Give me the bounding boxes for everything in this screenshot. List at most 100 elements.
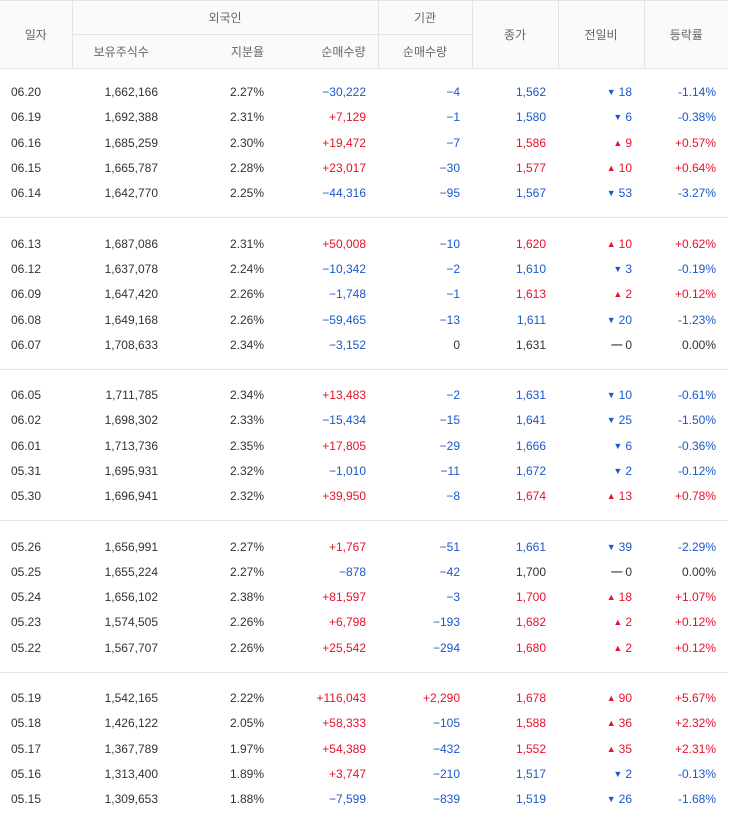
divider-cell xyxy=(0,368,728,371)
cell-change: ▲ 9 xyxy=(558,130,644,155)
table-row: 05.15 1,309,653 1.88% −7,599 −839 1,519 ▼ 26 -1.… xyxy=(0,787,728,812)
change-value: 2 xyxy=(625,464,632,478)
cell-rate: +0.12% xyxy=(674,287,716,302)
cell-holdings: 1,656,102 xyxy=(104,590,158,605)
triangle-down-icon: ▼ xyxy=(613,112,623,123)
cell-holdings: 1,542,165 xyxy=(104,691,158,706)
cell-foreign-net: +25,542 xyxy=(322,640,366,655)
table-row: 06.05 1,711,785 2.34% +13,483 −2 1,631 ▼ 10 -0.6… xyxy=(0,382,728,407)
cell-foreign-net: −7,599 xyxy=(328,792,366,807)
group-divider xyxy=(0,217,728,219)
cell-holdings: 1,574,505 xyxy=(104,615,158,630)
cell-close: 1,672 xyxy=(515,464,546,478)
cell-foreign-net: +23,017 xyxy=(322,161,366,176)
change-value: 9 xyxy=(625,135,632,150)
cell-close: 1,678 xyxy=(515,691,546,706)
cell-date: 06.12 xyxy=(11,261,42,276)
cell-share: 2.26% xyxy=(229,312,264,327)
group-gap xyxy=(0,206,728,218)
cell-inst-net: −839 xyxy=(432,792,460,807)
cell-foreign-net: +81,597 xyxy=(322,590,366,605)
change-value: 26 xyxy=(618,792,632,807)
cell-change: ▼ 6 xyxy=(558,105,644,130)
cell-foreign-net: −10,342 xyxy=(322,261,366,276)
cell-holdings: 1,696,941 xyxy=(104,489,158,504)
cell-holdings: 1,698,302 xyxy=(104,413,158,428)
cell-inst-net: −3 xyxy=(446,590,460,605)
cell-share: 2.27% xyxy=(229,539,264,554)
cell-foreign-net: +17,805 xyxy=(322,438,366,453)
gap-cell xyxy=(0,357,728,369)
cell-share: 2.34% xyxy=(229,388,264,403)
cell-date: 06.09 xyxy=(11,287,42,302)
triangle-down-icon: ▼ xyxy=(606,188,616,199)
cell-date: 05.22 xyxy=(11,640,42,655)
triangle-down-icon: ▼ xyxy=(606,87,616,98)
change-value: 2 xyxy=(625,615,632,630)
cell-foreign-net: +13,483 xyxy=(322,388,366,403)
cell-holdings: 1,711,785 xyxy=(105,388,159,403)
cell-inst-net: −11 xyxy=(440,464,460,478)
triangle-up-icon: ▲ xyxy=(613,137,623,148)
cell-share: 2.30% xyxy=(229,135,264,150)
cell-holdings: 1,655,224 xyxy=(104,564,158,579)
group-divider xyxy=(0,671,728,674)
cell-rate: -0.61% xyxy=(677,388,716,403)
cell-close: 1,552 xyxy=(515,741,546,756)
triangle-up-icon: ▲ xyxy=(606,163,616,174)
change-value: 13 xyxy=(618,489,632,504)
cell-foreign-net: −15,434 xyxy=(322,413,366,428)
cell-inst-net: −30 xyxy=(439,161,460,176)
change-value: 18 xyxy=(618,85,632,100)
cell-close: 1,620 xyxy=(515,236,546,251)
triangle-up-icon: ▲ xyxy=(606,238,616,249)
spacer-cell xyxy=(0,69,728,80)
cell-holdings: 1,656,991 xyxy=(104,539,158,554)
cell-date: 06.15 xyxy=(11,161,42,176)
cell-close: 1,517 xyxy=(515,766,546,781)
cell-change: ▲ 2 xyxy=(558,610,644,635)
cell-inst-net: −294 xyxy=(432,640,460,655)
table-row: 05.31 1,695,931 2.32% −1,010 −11 1,672 ▼ 2 -0.12… xyxy=(0,458,728,483)
gap-cell xyxy=(0,370,728,382)
cell-share: 2.33% xyxy=(229,413,264,428)
table-row: 06.07 1,708,633 2.34% −3,152 0 1,631—0 0.00% xyxy=(0,332,728,357)
cell-close: 1,631 xyxy=(515,388,546,403)
cell-inst-net: −42 xyxy=(439,564,460,579)
cell-holdings: 1,713,736 xyxy=(104,438,158,453)
cell-share: 2.26% xyxy=(229,640,264,655)
cell-share: 2.31% xyxy=(229,110,264,125)
change-value: 10 xyxy=(618,161,632,176)
cell-rate: -1.14% xyxy=(677,85,716,100)
group-gap xyxy=(0,219,728,231)
triangle-up-icon: ▲ xyxy=(613,617,623,628)
cell-share: 2.26% xyxy=(229,615,264,630)
gap-cell xyxy=(0,673,728,685)
table-row: 06.15 1,665,787 2.28% +23,017 −30 1,577 ▲ 10 +0.… xyxy=(0,155,728,180)
divider-cell xyxy=(0,671,728,674)
foreign-institution-trading-table: 일자 외국인 기관 종가 전일비 등락률 보유주식수 지분율 순매수량 순매수량… xyxy=(0,0,728,812)
cell-rate: +0.12% xyxy=(674,640,716,655)
cell-rate: +1.07% xyxy=(674,590,716,605)
cell-inst-net: −105 xyxy=(432,716,460,731)
group-divider xyxy=(0,520,728,522)
cell-close: 1,682 xyxy=(515,615,546,630)
cell-change: ▼ 3 xyxy=(558,256,644,281)
cell-close: 1,562 xyxy=(515,85,546,100)
header-rate: 등락률 xyxy=(643,0,728,69)
gap-cell xyxy=(0,660,728,672)
cell-change: ▼ 53 xyxy=(558,181,644,206)
triangle-up-icon: ▲ xyxy=(606,693,616,704)
triangle-up-icon: ▲ xyxy=(606,592,616,603)
cell-foreign-net: +19,472 xyxy=(322,135,366,150)
cell-close: 1,641 xyxy=(515,413,546,428)
cell-foreign-net: +50,008 xyxy=(322,236,366,251)
table-row: 06.20 1,662,166 2.27% −30,222 −4 1,562 ▼ 18 -1.1… xyxy=(0,80,728,105)
cell-date: 06.13 xyxy=(11,236,42,251)
cell-foreign-net: +6,798 xyxy=(328,615,366,630)
cell-inst-net: −1 xyxy=(446,110,460,125)
change-value: 10 xyxy=(618,236,632,251)
cell-date: 05.15 xyxy=(11,792,42,807)
table-row: 05.17 1,367,789 1.97% +54,389 −432 1,552 ▲ 35 +2… xyxy=(0,736,728,761)
change-value: 10 xyxy=(618,388,632,403)
